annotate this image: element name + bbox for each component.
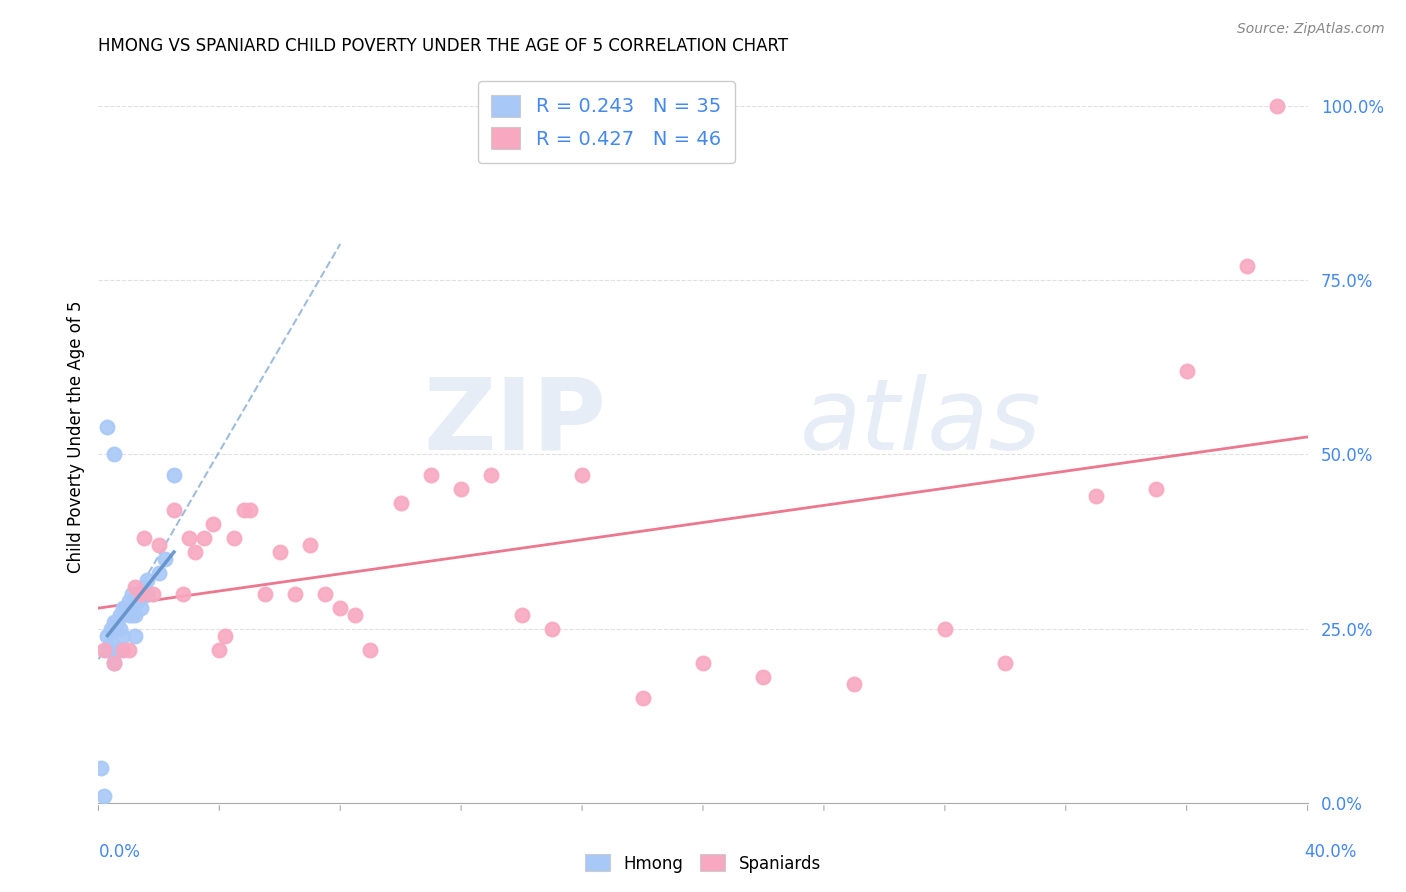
Point <box>299 538 322 552</box>
Point <box>752 670 775 684</box>
Point <box>93 642 115 657</box>
Point <box>994 657 1017 671</box>
Point <box>105 615 128 629</box>
Point <box>208 642 231 657</box>
Point <box>232 503 254 517</box>
Point <box>124 580 146 594</box>
Legend: Hmong, Spaniards: Hmong, Spaniards <box>579 847 827 880</box>
Point <box>103 448 125 462</box>
Point <box>105 615 128 629</box>
Point <box>132 580 155 594</box>
Point <box>114 600 136 615</box>
Point <box>129 587 152 601</box>
Point <box>103 622 125 636</box>
Point <box>224 531 246 545</box>
Point <box>118 594 141 608</box>
Text: ZIP: ZIP <box>423 374 606 471</box>
Point <box>108 642 131 657</box>
Point <box>1175 364 1198 378</box>
Point <box>90 761 112 775</box>
Point <box>103 642 125 657</box>
Point <box>142 587 165 601</box>
Point <box>153 552 176 566</box>
Point <box>284 587 307 601</box>
Point <box>124 607 146 622</box>
Point <box>103 657 125 671</box>
Point <box>100 635 122 649</box>
Point <box>111 600 134 615</box>
Point <box>148 566 170 580</box>
Point <box>314 587 336 601</box>
Point <box>481 468 503 483</box>
Point <box>1267 99 1289 113</box>
Point <box>148 538 170 552</box>
Point <box>100 622 122 636</box>
Point <box>269 545 291 559</box>
Point <box>389 496 412 510</box>
Point <box>202 517 225 532</box>
Point <box>172 587 194 601</box>
Point <box>121 587 143 601</box>
Point <box>193 531 215 545</box>
Point <box>103 657 125 671</box>
Point <box>510 607 533 622</box>
Point <box>96 629 118 643</box>
Point <box>360 642 382 657</box>
Point <box>108 622 131 636</box>
Point <box>96 642 118 657</box>
Point <box>132 531 155 545</box>
Text: HMONG VS SPANIARD CHILD POVERTY UNDER THE AGE OF 5 CORRELATION CHART: HMONG VS SPANIARD CHILD POVERTY UNDER TH… <box>98 37 789 54</box>
Point <box>103 615 125 629</box>
Point <box>93 789 115 803</box>
Point <box>127 594 149 608</box>
Point <box>163 468 186 483</box>
Point <box>96 419 118 434</box>
Text: 0.0%: 0.0% <box>98 843 141 861</box>
Point <box>163 503 186 517</box>
Point <box>239 503 262 517</box>
Point <box>1146 483 1168 497</box>
Point <box>692 657 714 671</box>
Point <box>184 545 207 559</box>
Point <box>844 677 866 691</box>
Point <box>540 622 562 636</box>
Point <box>631 691 654 706</box>
Text: 40.0%: 40.0% <box>1305 843 1357 861</box>
Point <box>1236 260 1258 274</box>
Point <box>108 607 131 622</box>
Point <box>111 642 134 657</box>
Point <box>135 587 157 601</box>
Point <box>179 531 201 545</box>
Point <box>129 600 152 615</box>
Point <box>118 607 141 622</box>
Legend: R = 0.243   N = 35, R = 0.427   N = 46: R = 0.243 N = 35, R = 0.427 N = 46 <box>478 81 735 163</box>
Point <box>118 642 141 657</box>
Point <box>111 629 134 643</box>
Point <box>214 629 236 643</box>
Point <box>121 607 143 622</box>
Point <box>571 468 593 483</box>
Point <box>1085 489 1108 503</box>
Point <box>450 483 472 497</box>
Point <box>127 587 149 601</box>
Point <box>934 622 956 636</box>
Text: atlas: atlas <box>800 374 1042 471</box>
Point <box>420 468 443 483</box>
Y-axis label: Child Poverty Under the Age of 5: Child Poverty Under the Age of 5 <box>66 301 84 574</box>
Point <box>329 600 352 615</box>
Text: Source: ZipAtlas.com: Source: ZipAtlas.com <box>1237 22 1385 37</box>
Point <box>344 607 367 622</box>
Point <box>253 587 276 601</box>
Point <box>135 573 157 587</box>
Point <box>124 629 146 643</box>
